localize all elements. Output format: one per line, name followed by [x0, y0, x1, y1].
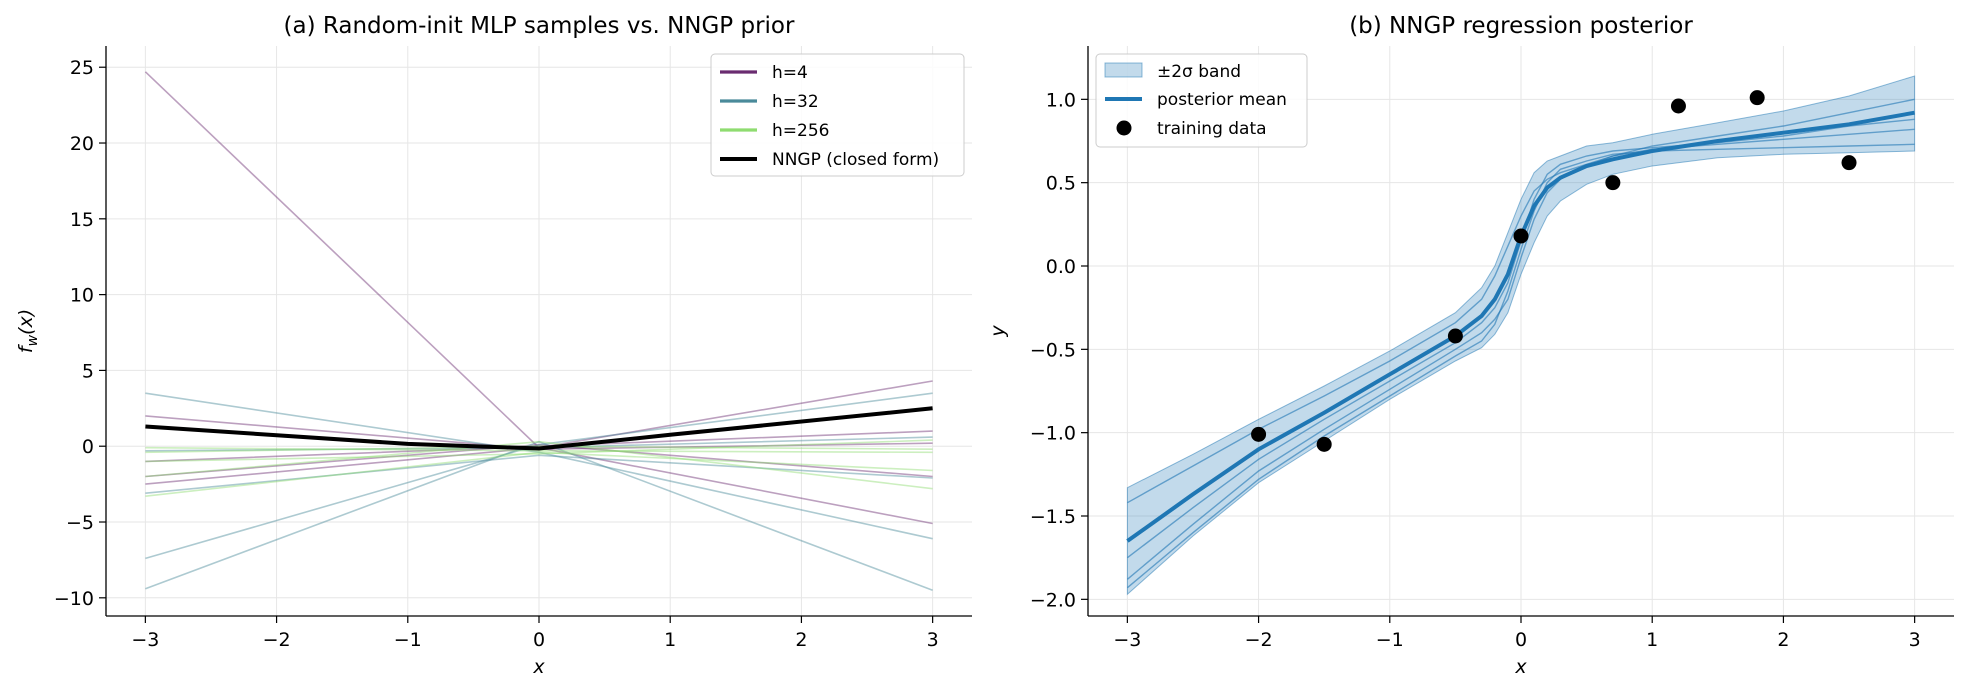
panel-b-posterior-sample-line [1126, 143, 1915, 589]
panel-b-legend: ±2σ band posterior mean training data [1095, 53, 1308, 148]
panel-a-legend-label: h=4 [772, 63, 808, 83]
panel-a-sample-line [145, 392, 933, 560]
a-y-tick-label: −10 [54, 588, 94, 610]
panel-b-posterior-mean-line [1126, 110, 1915, 543]
b-x-tick-label: −1 [1376, 629, 1404, 651]
panel-a-series [144, 71, 933, 591]
panel-b-training-point [1749, 90, 1765, 106]
a-x-tick-label: −1 [394, 629, 422, 651]
panel-a-sample-line [145, 430, 933, 463]
b-y-tick-label: 1.0 [1046, 89, 1076, 111]
panel-a-legend-label: NNGP (closed form) [772, 150, 939, 170]
panel-a-sample-line [145, 439, 933, 463]
panel-a-legend-label: h=256 [772, 121, 829, 141]
panel-b-training-point [1251, 426, 1267, 442]
panel-b-legend-swatch-points [1116, 120, 1132, 136]
panel-a-random-init-samples: (a) Random-init MLP samples vs. NNGP pri… [15, 13, 972, 678]
panel-b-y-label: y [987, 325, 1009, 338]
panel-a-title: (a) Random-init MLP samples vs. NNGP pri… [284, 13, 795, 39]
panel-a-legend-box [710, 53, 965, 177]
panel-a-y-label: fw(x) [15, 309, 41, 353]
a-x-tick-label: 2 [795, 629, 807, 651]
panel-b-title: (b) NNGP regression posterior [1349, 13, 1693, 39]
panel-a-sample-line [145, 446, 933, 454]
panel-a-legend-label: h=32 [772, 92, 819, 112]
panel-b-mean [1126, 110, 1915, 543]
panel-a-sample-line [145, 392, 933, 540]
a-x-tick-label: −2 [263, 629, 291, 651]
b-x-tick-label: 1 [1646, 629, 1658, 651]
panel-a-sample-line [145, 440, 933, 591]
panel-b-legend-box [1095, 53, 1308, 148]
a-y-tick-label: −5 [66, 512, 94, 534]
panel-b-legend-label: training data [1157, 119, 1267, 139]
panel-b-x-label: x [1514, 656, 1527, 678]
b-x-tick-label: 2 [1777, 629, 1789, 651]
panel-b-y-ticks: −2.0 −1.5 −1.0 −0.5 0.0 0.5 1.0 [1030, 89, 1088, 611]
panel-a-sample-line [145, 454, 933, 494]
a-x-tick-label: 3 [927, 629, 939, 651]
panel-a-sample-line [145, 440, 933, 490]
panel-a-sample-line [145, 451, 933, 497]
panel-b-legend-swatch-band [1104, 62, 1143, 78]
a-y-tick-label: 0 [82, 436, 94, 458]
b-x-tick-label: −3 [1113, 629, 1141, 651]
panel-b-training-points [1251, 90, 1857, 452]
panel-b-training-point [1670, 98, 1686, 114]
panel-b-legend-label: posterior mean [1157, 90, 1287, 110]
b-y-tick-label: 0.5 [1046, 173, 1076, 195]
a-y-tick-label: 10 [70, 285, 94, 307]
a-y-tick-label: 15 [70, 209, 94, 231]
panel-b-training-point [1513, 228, 1529, 244]
panel-a-y-ticks: −10 −5 0 5 10 15 20 25 [54, 57, 106, 610]
panel-a-x-ticks: −3 −2 −1 0 1 2 3 [131, 616, 939, 651]
panel-a-sample-line [145, 445, 933, 454]
b-x-tick-label: 0 [1515, 629, 1527, 651]
a-y-tick-label: 5 [82, 360, 94, 382]
panel-b-training-point [1841, 155, 1857, 171]
b-y-tick-label: −1.5 [1030, 506, 1076, 528]
b-y-tick-label: −0.5 [1030, 339, 1076, 361]
a-y-tick-label: 25 [70, 57, 94, 79]
panel-b-regression-posterior: (b) NNGP regression posterior −3 −2 −1 0 1 2 3… [987, 13, 1954, 678]
b-x-tick-label: 3 [1909, 629, 1921, 651]
panel-a-sample-line [145, 443, 933, 478]
b-y-tick-label: −2.0 [1030, 589, 1076, 611]
panel-a-x-label: x [532, 656, 545, 678]
a-y-tick-label: 20 [70, 133, 94, 155]
b-y-tick-label: −1.0 [1030, 423, 1076, 445]
panel-a-nngp-line [145, 406, 933, 451]
panel-b-legend-label: ±2σ band [1157, 62, 1241, 82]
b-y-tick-label: 0.0 [1046, 256, 1076, 278]
a-x-tick-label: 0 [533, 629, 545, 651]
a-x-tick-label: −3 [131, 629, 159, 651]
a-x-tick-label: 1 [664, 629, 676, 651]
panel-a-legend: h=4 h=32 h=256 NNGP (closed form) [710, 53, 965, 177]
panel-b-training-point [1447, 328, 1463, 344]
panel-b-training-point [1316, 436, 1332, 452]
panel-b-x-ticks: −3 −2 −1 0 1 2 3 [1113, 616, 1921, 651]
panel-b-posterior-sample-line [1127, 128, 1915, 504]
b-x-tick-label: −2 [1245, 629, 1273, 651]
panel-b-training-point [1605, 175, 1621, 191]
